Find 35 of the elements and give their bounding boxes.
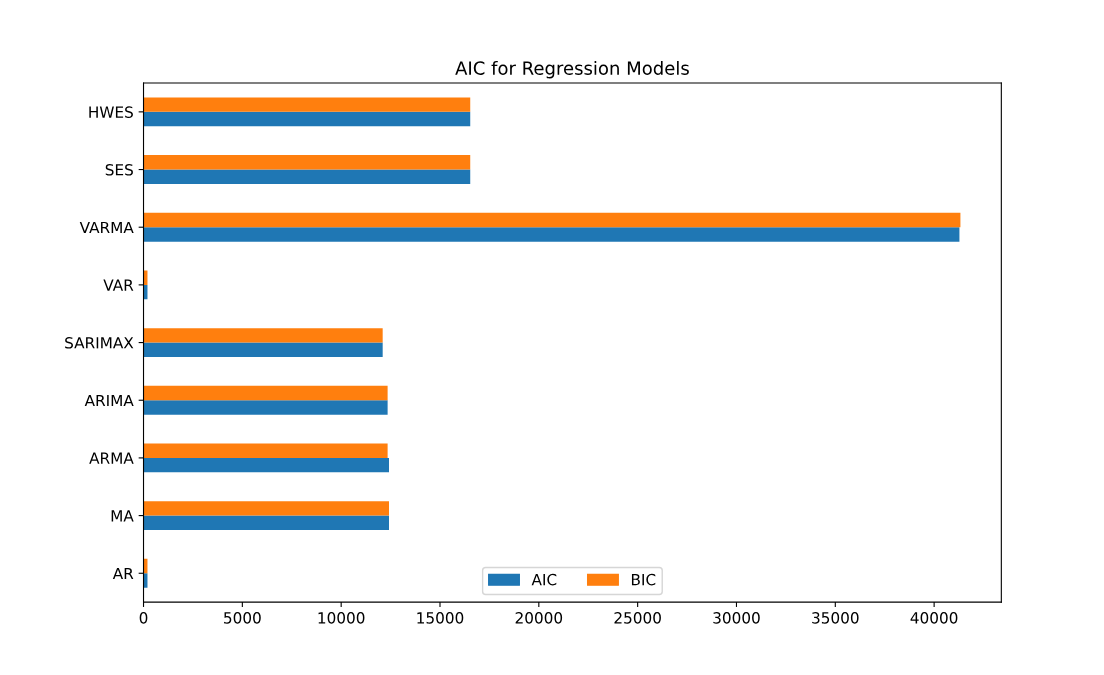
bar	[143, 400, 388, 415]
y-tick-label: ARIMA	[84, 394, 134, 407]
legend-label: AIC	[531, 573, 557, 586]
bar	[143, 227, 960, 242]
y-tick-label: SES	[105, 164, 133, 176]
bar	[143, 385, 388, 401]
x-tick-label: 0	[139, 612, 148, 624]
y-tick-label: VARMA	[79, 221, 134, 234]
bar	[143, 97, 471, 112]
y-tick-label: HWES	[89, 106, 133, 118]
bar	[143, 212, 961, 228]
y-tick-label: AR	[112, 567, 134, 580]
y-tick-label: SARIMAX	[65, 337, 134, 349]
x-tick-label: 15000	[417, 612, 464, 624]
x-tick-label: 25000	[614, 612, 661, 624]
x-tick-label: 40000	[910, 612, 958, 624]
bar	[143, 443, 388, 458]
bar	[143, 457, 389, 473]
bar	[143, 111, 471, 127]
bar	[143, 342, 383, 357]
x-tick-label: 10000	[318, 612, 365, 624]
legend-label: BIC	[631, 573, 656, 586]
x-tick-label: 5000	[224, 612, 261, 624]
bar	[143, 328, 383, 343]
y-tick-label: MA	[111, 510, 134, 522]
bar	[143, 155, 471, 170]
bar	[143, 501, 389, 516]
bar	[143, 169, 471, 184]
y-tick-label: ARMA	[89, 452, 134, 464]
x-tick-label: 20000	[515, 612, 563, 624]
bar	[143, 515, 389, 531]
x-tick-label: 30000	[713, 612, 760, 624]
chart-title: AIC for Regression Models	[455, 60, 689, 79]
y-tick-label: VAR	[103, 279, 134, 291]
x-tick-label: 35000	[812, 612, 859, 624]
